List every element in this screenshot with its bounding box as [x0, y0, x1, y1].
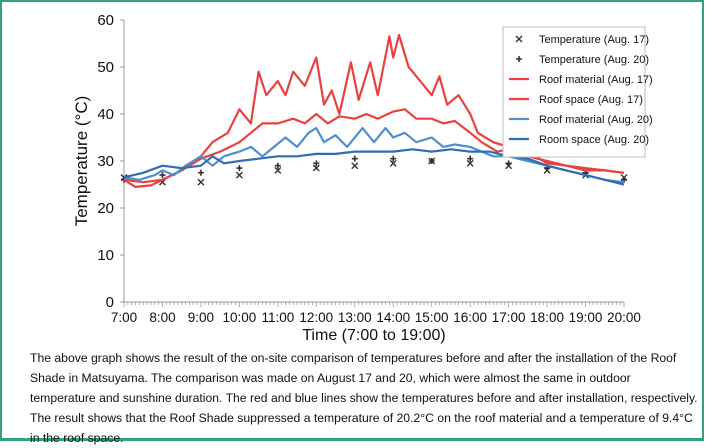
- x-tick-label: 11:00: [261, 310, 294, 325]
- data-point-x: [235, 171, 243, 179]
- legend-swatch-x: [515, 35, 523, 43]
- data-point-x: [351, 162, 359, 170]
- x-tick-label: 8:00: [149, 310, 175, 325]
- data-point-x: [312, 164, 320, 172]
- x-tick-label: 15:00: [415, 310, 449, 325]
- x-tick-label: 14:00: [376, 310, 410, 325]
- data-point-x: [197, 178, 205, 186]
- legend-label: Roof space (Aug. 17): [539, 94, 643, 106]
- data-point-x: [274, 166, 282, 174]
- x-axis-title: Time (7:00 to 19:00): [302, 327, 445, 344]
- y-tick-label: 10: [97, 247, 114, 264]
- data-point-plus: [505, 160, 512, 167]
- data-point-plus: [313, 160, 320, 167]
- x-tick-label: 7:00: [111, 310, 137, 325]
- legend-label: Temperature (Aug. 17): [539, 34, 649, 46]
- data-point-plus: [428, 158, 435, 164]
- data-point-plus: [351, 155, 358, 162]
- data-point-plus: [467, 155, 474, 162]
- x-tick-label: 17:00: [492, 310, 526, 325]
- x-tick-label: 9:00: [188, 310, 214, 325]
- y-tick-label: 30: [97, 153, 114, 170]
- legend-swatch-plus: [516, 56, 522, 62]
- temperature-line-chart: 0 10 20 30 40 50 60 7:00 8:00 9:00 10:00 11:00 12:00…: [72, 12, 653, 344]
- y-tick-label: 50: [97, 59, 114, 76]
- legend-box: [502, 26, 646, 158]
- data-point-plus: [274, 162, 281, 169]
- series-line: [123, 148, 625, 186]
- y-tick-label: 20: [97, 200, 114, 217]
- data-point-plus: [390, 155, 397, 162]
- data-point-x: [389, 159, 397, 167]
- x-tick-label: 20:00: [607, 310, 641, 325]
- data-point-x: [466, 159, 474, 167]
- legend-label: Room space (Aug. 20): [539, 134, 649, 146]
- x-tick-label: 10:00: [222, 310, 256, 325]
- x-tick-label: 16:00: [453, 310, 487, 325]
- data-point-plus: [159, 172, 166, 179]
- legend-label: Temperature (Aug. 20): [539, 54, 649, 66]
- figure-caption: The above graph shows the result of the …: [30, 351, 698, 445]
- y-tick-label: 40: [97, 106, 114, 123]
- series-line: [123, 33, 625, 188]
- x-tick-label: 19:00: [569, 310, 603, 325]
- legend-label: Roof material (Aug. 20): [539, 114, 653, 126]
- x-tick-label: 13:00: [338, 310, 372, 325]
- data-point-plus: [197, 169, 204, 176]
- x-tick-label: 12:00: [299, 310, 333, 325]
- x-tick-label: 18:00: [530, 310, 564, 325]
- legend-label: Roof material (Aug. 17): [539, 74, 653, 86]
- y-tick-label: 0: [106, 294, 114, 311]
- y-axis-title: Temperature (°C): [72, 96, 91, 227]
- data-point-plus: [236, 165, 243, 172]
- y-tick-label: 60: [97, 12, 114, 29]
